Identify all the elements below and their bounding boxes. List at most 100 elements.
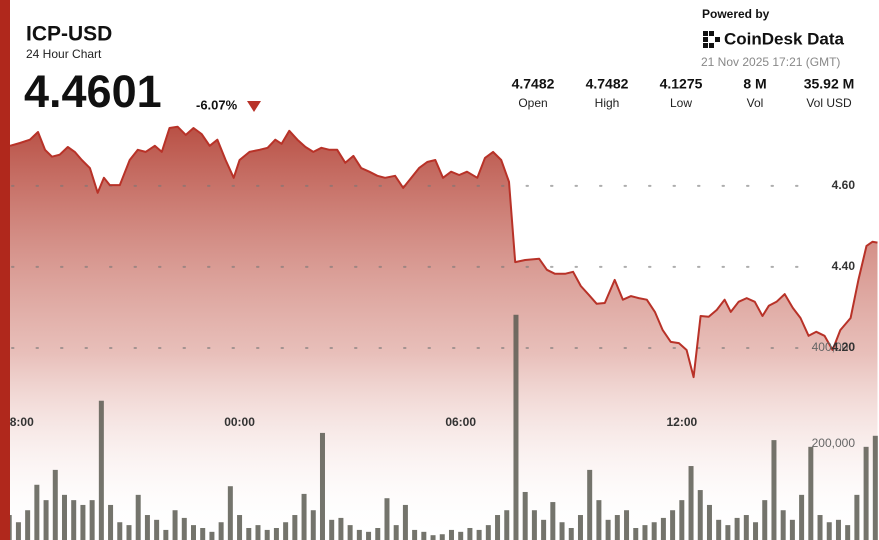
volume-bar: [15, 522, 21, 540]
price-area: [10, 126, 878, 540]
volume-bar: [356, 529, 362, 540]
volume-bar: [559, 522, 565, 540]
brand: CoinDesk Data: [724, 29, 845, 48]
volume-bar: [513, 314, 519, 540]
volume-bar: [780, 510, 786, 540]
volume-bar: [135, 494, 141, 540]
volume-bar: [568, 527, 574, 540]
volume-bar: [34, 484, 40, 540]
stat-label: High: [595, 96, 620, 110]
x-tick-label: 00:00: [224, 415, 255, 429]
down-arrow: [247, 101, 261, 112]
header: ICP-USD 24 Hour Chart 4.4601 -6.07% Powe…: [24, 7, 854, 117]
volume-bar: [485, 525, 491, 540]
volume-bar: [163, 529, 169, 540]
stat-label: Vol: [747, 96, 764, 110]
title: ICP-USD: [26, 23, 112, 46]
volume-bar: [310, 510, 316, 540]
volume-bar: [89, 500, 95, 540]
volume-bar: [402, 504, 408, 540]
volume-bar: [845, 525, 851, 540]
volume-bar: [347, 525, 353, 540]
volume-bar: [430, 535, 436, 540]
volume-bar: [393, 525, 399, 540]
volume-bar: [743, 515, 749, 540]
volume-bar: [338, 517, 344, 540]
powered-by: Powered by: [702, 7, 770, 21]
volume-bar: [412, 529, 418, 540]
volume-bar: [246, 527, 252, 540]
y2-tick-label: 400,000: [812, 340, 856, 354]
volume-bar: [541, 519, 547, 540]
stat-label: Open: [518, 96, 547, 110]
brand-logo: [703, 31, 720, 48]
volume-bar: [716, 519, 722, 540]
volume-bar: [71, 500, 77, 540]
volume-bar: [458, 531, 464, 540]
volume-bar: [144, 515, 150, 540]
volume-bar: [605, 519, 611, 540]
volume-bar: [808, 446, 814, 540]
volume-bar: [301, 493, 307, 540]
y-tick-label: 4.60: [832, 178, 856, 192]
volume-bar: [688, 466, 694, 540]
volume-bar: [522, 491, 528, 540]
price: 4.4601: [24, 66, 162, 117]
volume-bar: [190, 525, 196, 540]
volume-bar: [319, 432, 325, 540]
volume-bar: [108, 504, 114, 540]
volume-bar: [504, 510, 510, 540]
volume-bar: [734, 517, 740, 540]
volume-bar: [80, 504, 86, 540]
volume-bar: [117, 522, 123, 540]
volume-bar: [614, 515, 620, 540]
x-tick-label: 18:00: [3, 415, 34, 429]
volume-bar: [172, 510, 178, 540]
volume-bar: [448, 529, 454, 540]
volume-bar: [227, 486, 233, 540]
stat-label: Vol USD: [806, 96, 852, 110]
volume-bar: [762, 500, 768, 540]
volume-bar: [126, 525, 132, 540]
volume-bar: [587, 469, 593, 540]
volume-bar: [826, 522, 832, 540]
volume-bar: [550, 502, 556, 540]
volume-bar: [237, 515, 243, 540]
volume-bar: [255, 525, 261, 540]
volume-bar: [660, 517, 666, 540]
x-tick-label: 06:00: [445, 415, 476, 429]
volume-bar: [872, 435, 878, 540]
volume-bar: [366, 531, 372, 540]
volume-bar: [467, 527, 473, 540]
stat-value: 4.1275: [660, 76, 703, 92]
volume-bar: [218, 522, 224, 540]
stat-value: 4.7482: [512, 76, 555, 92]
volume-bar: [476, 529, 482, 540]
volume-bar: [596, 500, 602, 540]
volume-bar: [292, 515, 298, 540]
volume-bar: [283, 522, 289, 540]
volume-bar: [273, 527, 279, 540]
price-line: [9, 125, 878, 379]
volume-bar: [98, 400, 104, 540]
volume-bar: [725, 525, 731, 540]
x-tick-label: 12:00: [666, 415, 697, 429]
volume-bar: [200, 527, 206, 540]
volume-bar: [439, 534, 445, 540]
volume-bar: [670, 510, 676, 540]
subtitle: 24 Hour Chart: [26, 47, 102, 61]
volume-bar: [329, 519, 335, 540]
volume-bar: [25, 510, 31, 540]
volume-bar: [421, 531, 427, 540]
volume-bar: [753, 522, 759, 540]
volume-bar: [854, 494, 860, 540]
y-tick-label: 4.40: [832, 259, 856, 273]
volume-bar: [61, 494, 67, 540]
stat-value: 35.92 M: [804, 76, 855, 92]
volume-bar: [577, 515, 583, 540]
change: -6.07%: [196, 97, 238, 112]
volume-bar: [384, 498, 390, 540]
volume-bar: [43, 500, 49, 540]
